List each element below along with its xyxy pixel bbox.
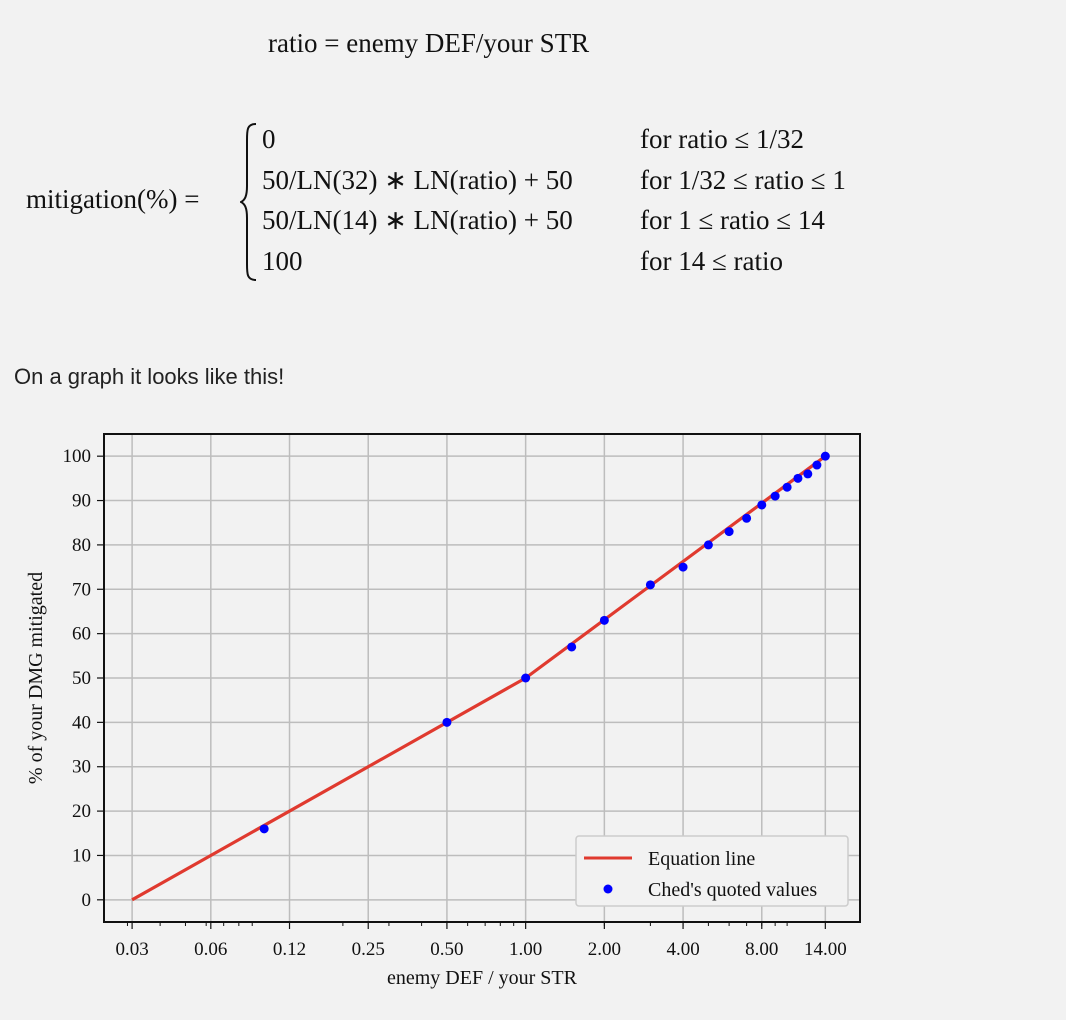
quoted-value-point [645,580,655,590]
x-tick-label: 2.00 [588,939,621,960]
quoted-value-point [703,540,713,550]
x-tick-label: 0.06 [194,939,227,960]
x-tick-label: 0.50 [430,939,463,960]
legend-label-line: Equation line [648,848,755,870]
x-tick-label: 0.03 [115,939,148,960]
y-tick-label: 90 [72,491,91,512]
x-tick-label: 1.00 [509,939,542,960]
quoted-value-point [757,500,767,510]
y-tick-label: 0 [82,890,92,911]
quoted-value-point [770,491,780,501]
case-cond-3: for 14 ≤ ratio [640,246,784,276]
x-tick-label: 14.00 [804,939,847,960]
quoted-value-point [259,824,269,834]
y-tick-label: 100 [63,446,92,467]
tick-layer: 0.03 0.06 0.12 0.25 0.50 1.00 2.00 4.00 8.00 14.0… [63,446,847,960]
y-tick-label: 60 [72,624,91,645]
case-cond-1: for 1/32 ≤ ratio ≤ 1 [640,165,846,195]
legend-box [575,835,849,907]
legend-label-scatter: Ched's quoted values [648,879,817,901]
quoted-value-point [812,460,822,470]
case-expr-0: 0 [262,124,276,154]
quoted-value-point [599,615,609,625]
grid-layer [104,434,860,922]
quoted-value-point [782,482,792,492]
case-expr-2: 50/LN(14) ∗ LN(ratio) + 50 [262,205,573,235]
case-cond-0: for ratio ≤ 1/32 [640,124,805,154]
case-cond-2: for 1 ≤ ratio ≤ 14 [640,205,825,235]
case-expr-3: 100 [262,246,303,276]
x-tick-label: 0.25 [352,939,385,960]
quoted-value-point [820,451,830,461]
graph-caption: On a graph it looks like this! [14,364,285,389]
quoted-value-point [803,469,813,479]
y-tick-label: 30 [72,757,91,778]
cases-brace [240,123,257,281]
quoted-value-point [678,562,688,572]
quoted-value-point [724,527,734,537]
quoted-value-point [567,642,577,652]
y-tick-label: 80 [72,535,91,556]
ratio-equation: ratio = enemy DEF/your STR [268,28,590,58]
x-tick-label: 0.12 [273,939,306,960]
quoted-value-point [793,473,803,483]
y-tick-label: 10 [72,845,91,866]
quoted-value-point [521,673,531,683]
quoted-value-point [742,513,752,523]
legend-dot-swatch [603,884,613,894]
x-tick-label: 8.00 [745,939,778,960]
case-expr-1: 50/LN(32) ∗ LN(ratio) + 50 [262,165,573,195]
y-tick-label: 70 [72,579,91,600]
y-tick-label: 40 [72,712,91,733]
x-tick-label: 4.00 [666,939,699,960]
mitigation-chart: 0.03 0.06 0.12 0.25 0.50 1.00 2.00 4.00 8.00 14.0… [25,433,861,989]
x-axis-label: enemy DEF / your STR [387,967,578,989]
y-tick-label: 20 [72,801,91,822]
mitigation-equation-lhs: mitigation(%) = [26,184,200,214]
series-layer [131,451,830,902]
y-tick-label: 50 [72,668,91,689]
quoted-value-point [442,717,452,727]
legend: Equation line Ched's quoted values [575,835,849,907]
y-axis-label: % of your DMG mitigated [25,572,47,784]
